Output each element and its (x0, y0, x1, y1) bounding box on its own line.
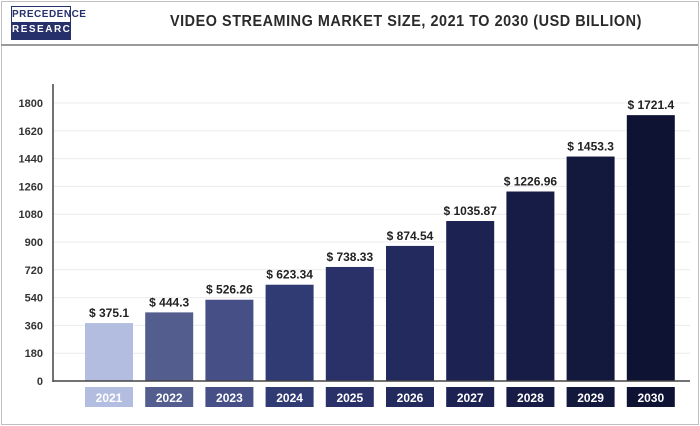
header-divider (1, 44, 698, 46)
logo-line1: PRECEDENCE (12, 7, 87, 22)
bar-2028 (506, 191, 555, 381)
data-label: $ 623.34 (266, 268, 313, 282)
data-label: $ 1721.4 (627, 98, 674, 112)
bar-2022 (145, 312, 194, 381)
x-label-box (205, 387, 254, 407)
y-tick-label: 1440 (19, 154, 43, 166)
y-tick-label: 720 (25, 265, 43, 277)
x-tick-label: 2024 (276, 391, 303, 405)
data-label: $ 444.3 (149, 295, 189, 309)
precedence-research-logo: PRECEDENCE RESEARCH (11, 6, 87, 40)
x-label-box (325, 387, 374, 407)
y-tick-label: 1620 (19, 126, 43, 138)
bar-2027 (446, 221, 495, 381)
x-tick-label: 2029 (577, 391, 604, 405)
x-tick-label: 2023 (216, 391, 243, 405)
bar-2030 (626, 115, 675, 381)
x-label-box (386, 387, 434, 407)
data-label: $ 1035.87 (444, 204, 498, 218)
data-label: $ 1453.3 (567, 140, 614, 154)
data-label: $ 738.33 (326, 250, 373, 264)
y-tick-label: 0 (37, 376, 43, 388)
x-label-box (506, 387, 555, 407)
bar-2026 (386, 245, 434, 381)
y-tick-label: 360 (25, 320, 43, 332)
data-label: $ 375.1 (89, 306, 129, 320)
x-tick-label: 2025 (336, 391, 363, 405)
data-label: $ 874.54 (387, 229, 434, 243)
x-tick-label: 2022 (156, 391, 183, 405)
y-tick-label: 540 (25, 293, 43, 305)
bar-2023 (205, 299, 254, 381)
x-label-box (145, 387, 194, 407)
chart-title: VIDEO STREAMING MARKET SIZE, 2021 TO 203… (170, 13, 642, 30)
x-tick-label: 2030 (637, 391, 664, 405)
data-label: $ 526.26 (206, 283, 253, 297)
x-tick-label: 2028 (517, 391, 544, 405)
x-label-box (265, 387, 314, 407)
y-tick-label: 180 (25, 348, 43, 360)
y-tick-label: 900 (25, 237, 43, 249)
bar-2021 (85, 323, 133, 381)
x-tick-label: 2026 (397, 391, 424, 405)
logo-line2: RESEARCH (12, 22, 79, 39)
x-tick-label: 2021 (96, 391, 123, 405)
bar-2025 (325, 266, 374, 381)
x-label-box (85, 387, 133, 407)
y-tick-label: 1080 (19, 209, 43, 221)
y-tick-label: 1260 (19, 181, 43, 193)
bar-2024 (265, 284, 314, 381)
x-tick-label: 2027 (457, 391, 484, 405)
x-label-box (566, 387, 615, 407)
data-label: $ 1226.96 (504, 175, 558, 189)
bar-2029 (566, 156, 615, 381)
y-tick-label: 1800 (19, 98, 43, 110)
x-label-box (626, 387, 675, 407)
x-label-box (446, 387, 495, 407)
